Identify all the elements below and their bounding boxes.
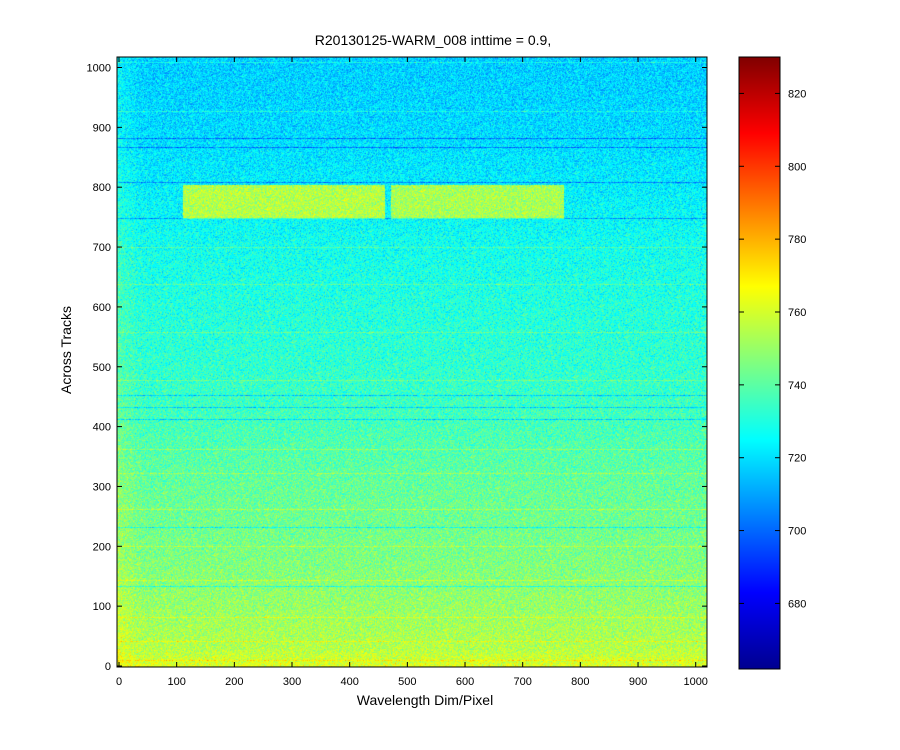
y-axis-label: Across Tracks: [58, 306, 74, 394]
colorbar-tick-label: 760: [788, 307, 806, 319]
plot-frame: [116, 56, 708, 668]
x-tick-label: 400: [341, 676, 359, 688]
x-axis: 0 100 200 300 400 500 600 700 800 900 1000: [116, 57, 708, 688]
y-tick-label: 800: [93, 182, 111, 194]
x-tick-label: 500: [398, 676, 416, 688]
colorbar-gradient: [739, 57, 780, 669]
colorbar-tick-label: 820: [788, 88, 806, 100]
colorbar-tick-label: 680: [788, 598, 806, 610]
y-tick-label: 100: [93, 601, 111, 613]
colorbar-tick-label: 740: [788, 380, 806, 392]
x-tick-label: 0: [116, 676, 122, 688]
y-tick-label: 400: [93, 422, 111, 434]
y-tick-label: 500: [93, 362, 111, 374]
colorbar-tick-label: 800: [788, 161, 806, 173]
heatmap-container: [117, 57, 707, 667]
x-tick-label: 800: [571, 676, 589, 688]
x-axis-label: Wavelength Dim/Pixel: [357, 692, 493, 708]
y-tick-label: 600: [93, 302, 111, 314]
x-tick-label: 100: [167, 676, 185, 688]
x-tick-label: 300: [283, 676, 301, 688]
y-tick-label: 700: [93, 242, 111, 254]
y-tick-label: 200: [93, 541, 111, 553]
colorbar-ticks: 680 700 720 740 760 780 800 820: [739, 88, 806, 610]
x-tick-label: 1000: [683, 676, 707, 688]
y-tick-label: 0: [105, 661, 111, 673]
y-tick-label: 900: [93, 122, 111, 134]
chart-title: R20130125-WARM_008 inttime = 0.9,: [315, 32, 551, 48]
colorbar-tick-label: 720: [788, 453, 806, 465]
y-tick-label: 1000: [87, 63, 111, 75]
colorbar: 680 700 720 740 760 780 800 820: [738, 56, 806, 670]
x-tick-label: 900: [629, 676, 647, 688]
colorbar-frame: [738, 56, 781, 670]
colorbar-tick-label: 780: [788, 234, 806, 246]
x-tick-label: 700: [514, 676, 532, 688]
x-tick-label: 200: [225, 676, 243, 688]
colorbar-tick-label: 700: [788, 526, 806, 538]
y-tick-label: 300: [93, 481, 111, 493]
heatmap-image[interactable]: [117, 57, 707, 667]
y-axis: 0 100 200 300 400 500 600 700 800 900 1000: [87, 63, 707, 673]
x-tick-label: 600: [456, 676, 474, 688]
